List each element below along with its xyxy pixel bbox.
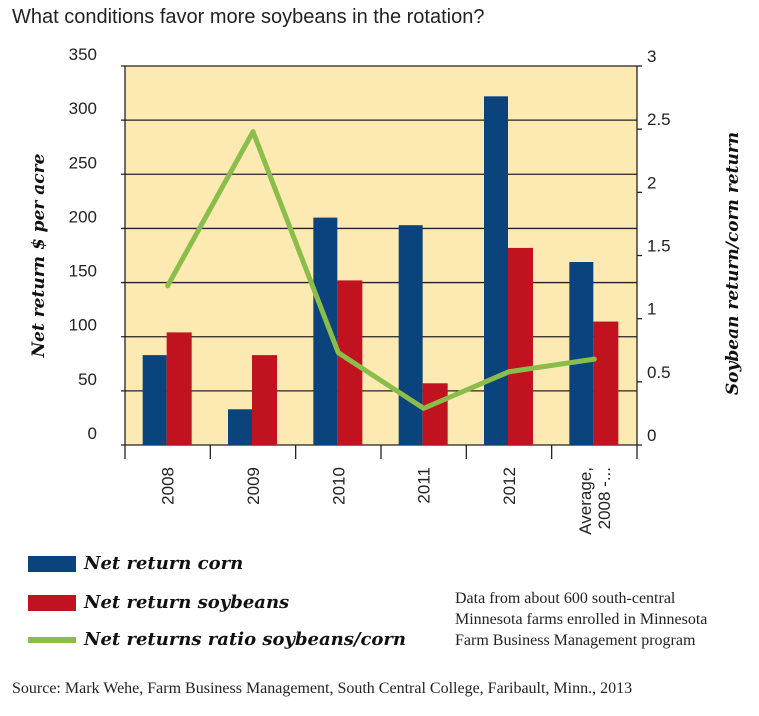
y-tick-label: 350 (69, 45, 97, 64)
bar-soybeans (252, 355, 277, 445)
chart: 0 50 100 150 200 250 300 350 0 0.5 1 1.5 2 2.5 3 2008 20… (29, 45, 743, 535)
y2-tick-label: 3 (647, 47, 656, 66)
note-line: Farm Business Management program (455, 632, 696, 649)
y-tick-label: 300 (69, 99, 97, 118)
legend-corn: Net return corn (28, 553, 243, 574)
source-text: Source: Mark Wehe, Farm Business Managem… (12, 680, 633, 697)
legend-label-corn: Net return corn (84, 553, 244, 574)
bar-corn (228, 409, 252, 445)
legend-swatch-corn (28, 555, 76, 572)
x-tick-label: 2011 (415, 467, 434, 504)
legend-swatch-soybeans (28, 594, 76, 611)
bar-corn (398, 225, 423, 445)
legend-ratio: Net returns ratio soybeans/corn (28, 629, 406, 650)
legend-soybeans: Net return soybeans (28, 592, 289, 613)
legend-label-soybeans: Net return soybeans (84, 592, 290, 613)
note-line: Minnesota farms enrolled in Minnesota (455, 611, 708, 628)
legend-label-ratio: Net returns ratio soybeans/corn (84, 629, 406, 650)
y2-tick-label: 0.5 (647, 363, 671, 382)
x-tick-label: 2010 (329, 467, 348, 505)
line-ratio (165, 129, 597, 411)
bar-corn (142, 355, 167, 445)
y-tick-label: 0 (88, 424, 97, 443)
data-note: Data from about 600 south-central Minnes… (455, 588, 707, 651)
y2-tick-label: 2.5 (647, 110, 671, 129)
y2-axis-label: Soybean return/corn return (723, 132, 743, 395)
y-tick-label: 200 (69, 207, 97, 226)
x-tick-label: 2012 (500, 467, 519, 505)
bar-soybeans (508, 247, 533, 445)
chart-title: What conditions favor more soybeans in t… (12, 6, 485, 28)
y-axis-label: Net return $ per acre (29, 153, 49, 358)
y-tick-label: 250 (69, 153, 97, 172)
y2-tick-label: 1.5 (647, 237, 671, 256)
x-tick-label: Average,2008 -... (576, 467, 614, 535)
bar-corn (484, 96, 508, 445)
bar-corn (569, 261, 594, 445)
bar-corn (313, 217, 338, 445)
note-line: Data from about 600 south-central (455, 590, 676, 607)
bar-soybeans (166, 332, 192, 445)
y-tick-label: 150 (69, 262, 97, 281)
y2-tick-label: 1 (647, 300, 656, 319)
y2-tick-label: 2 (647, 173, 656, 192)
y2-tick-label: 0 (647, 426, 656, 445)
plot-area (125, 66, 637, 445)
legend-swatch-ratio (28, 636, 76, 643)
bar-soybeans (422, 383, 448, 445)
y-tick-label: 100 (69, 316, 97, 335)
x-tick-label: 2009 (244, 467, 263, 505)
x-tick-label: 2008 (159, 467, 178, 505)
y-tick-label: 50 (78, 370, 97, 389)
bar-soybeans (593, 321, 619, 445)
